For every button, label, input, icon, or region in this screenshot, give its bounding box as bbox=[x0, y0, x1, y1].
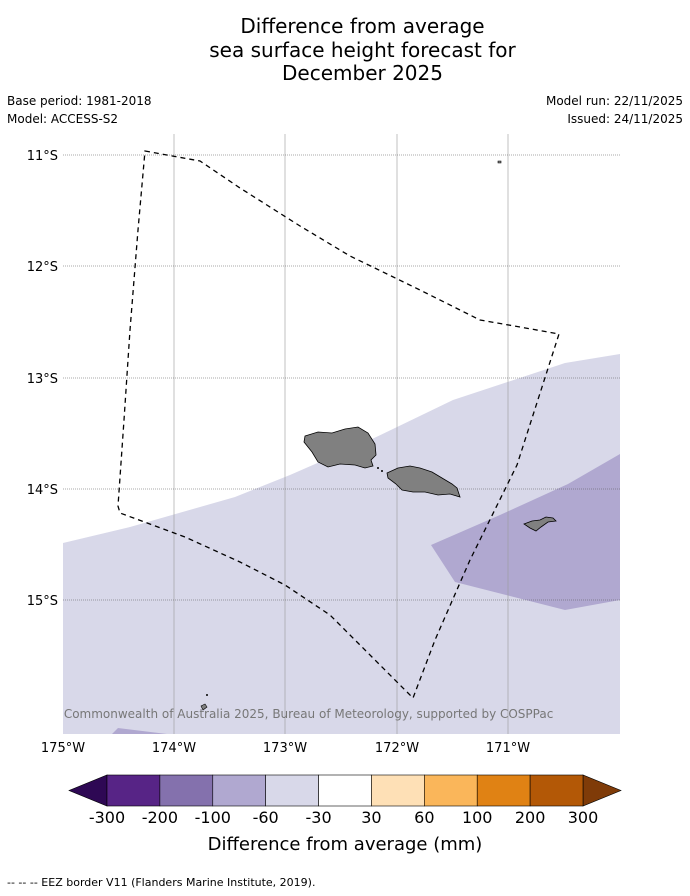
island-savaii bbox=[303, 426, 377, 469]
lon-label: 173°W bbox=[263, 741, 307, 756]
colorbar-segment bbox=[212, 774, 266, 807]
colorbar-tick-label: -60 bbox=[253, 808, 279, 827]
colorbar-segment bbox=[424, 774, 478, 807]
colorbar-tick-label: 30 bbox=[361, 808, 381, 827]
colorbar-arrow-left bbox=[68, 774, 108, 807]
anomaly-band-medium bbox=[431, 454, 620, 610]
grid-lines bbox=[173, 134, 509, 734]
title-line-3: December 2025 bbox=[282, 61, 443, 85]
colorbar-segment bbox=[476, 774, 531, 807]
colorbar-tick-label: 100 bbox=[462, 808, 493, 827]
eez-legend: -- -- -- EEZ border V11 (Flanders Marine… bbox=[7, 876, 316, 889]
island-tutuila bbox=[523, 516, 557, 532]
lat-label: 11°S bbox=[27, 149, 58, 164]
colorbar-arrow-right bbox=[582, 774, 622, 807]
anomaly-band-medium-south bbox=[112, 728, 167, 734]
copyright-text: © Commonwealth of Australia 2025, Bureau… bbox=[48, 707, 553, 721]
island-niuafoou-islet bbox=[206, 694, 208, 696]
island-niuafoou bbox=[200, 703, 208, 711]
title-line-2: sea surface height forecast for bbox=[209, 37, 516, 62]
island-upolu bbox=[386, 465, 461, 498]
model-run: Model run: 22/11/2025 bbox=[545, 94, 683, 108]
base-period: Base period: 1981-2018 bbox=[7, 94, 152, 108]
grid-lat-lines bbox=[63, 154, 620, 601]
island-apolima bbox=[381, 470, 383, 472]
colorbar-title: Difference from average (mm) bbox=[208, 834, 483, 855]
colorbar-tick-label: 300 bbox=[568, 808, 599, 827]
lat-labels: 11°S 12°S 13°S 14°S 15°S bbox=[27, 149, 58, 609]
lon-label: 175°W bbox=[41, 741, 85, 756]
lon-label: 171°W bbox=[486, 741, 530, 756]
lon-label: 172°W bbox=[375, 741, 419, 756]
meta-right: Model run: 22/11/2025 Issued: 24/11/2025 bbox=[546, 92, 683, 128]
lat-label: 13°S bbox=[27, 372, 58, 387]
lon-labels: 175°W 174°W 173°W 172°W 171°W bbox=[41, 741, 530, 756]
colorbar-segment bbox=[371, 774, 425, 807]
colorbar-segment bbox=[159, 774, 214, 807]
colorbar-segment bbox=[318, 774, 372, 807]
title-line-1: Difference from average bbox=[240, 14, 485, 38]
lat-label: 12°S bbox=[27, 260, 58, 275]
colorbar-tick-label: -30 bbox=[305, 808, 331, 827]
colorbar bbox=[68, 774, 622, 807]
colorbar-labels: -300 -200 -100 -60 -30 30 60 100 200 300 bbox=[89, 808, 598, 827]
meta-left: Base period: 1981-2018 Model: ACCESS-S2 bbox=[7, 92, 152, 128]
colorbar-tick-label: 200 bbox=[515, 808, 546, 827]
island-swains bbox=[497, 160, 502, 164]
lat-label: 14°S bbox=[27, 483, 58, 498]
chart-title: Difference from average sea surface heig… bbox=[0, 14, 690, 86]
issued-date: Issued: 24/11/2025 bbox=[567, 112, 683, 126]
model-name: Model: ACCESS-S2 bbox=[7, 112, 119, 126]
colorbar-segment bbox=[529, 774, 584, 807]
colorbar-segment bbox=[106, 774, 161, 807]
anomaly-band-light bbox=[63, 354, 620, 734]
colorbar-tick-label: -100 bbox=[195, 808, 231, 827]
lat-label: 15°S bbox=[27, 594, 58, 609]
island-manono bbox=[377, 467, 379, 469]
colorbar-tick-label: -300 bbox=[89, 808, 125, 827]
colorbar-tick-label: 60 bbox=[414, 808, 434, 827]
colorbar-tick-label: -200 bbox=[142, 808, 178, 827]
lon-label: 174°W bbox=[152, 741, 196, 756]
colorbar-segment bbox=[265, 774, 319, 807]
